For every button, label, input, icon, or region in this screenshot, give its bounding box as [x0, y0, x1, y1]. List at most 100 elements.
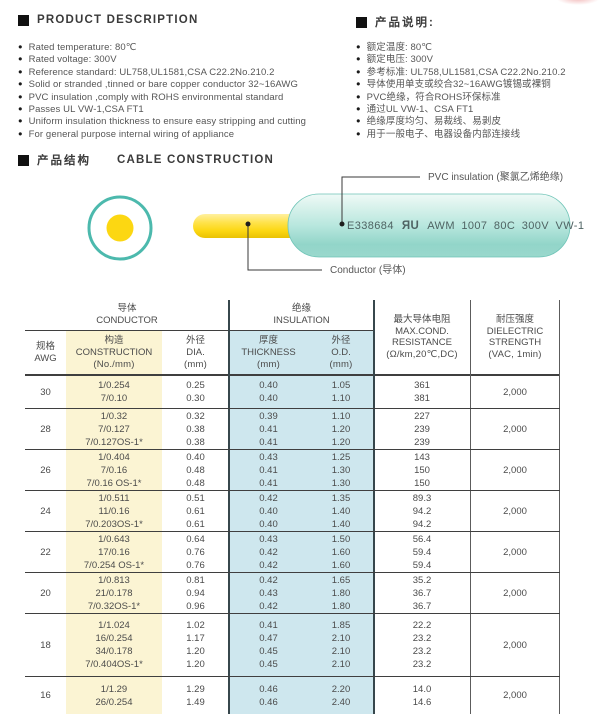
table-row-awg-18: 18 1/1.024 16/0.254 34/0.178 7/0.404OS-1* 1.0… [25, 614, 560, 677]
list-item: For general purpose internal wiring of a… [18, 129, 348, 141]
leader-line [341, 176, 420, 224]
cell-resistance: 143 150 150 [414, 451, 430, 489]
conductor-group-header: 导体 CONDUCTOR [96, 303, 158, 326]
cell-dielectric: 2,000 [503, 505, 527, 517]
cell-dia: 1.02 1.17 1.20 1.20 [186, 620, 205, 670]
cable-construction-header: 产品结构 CABLE CONSTRUCTION [18, 152, 274, 168]
cell-od: 1.05 1.10 [331, 380, 351, 404]
cell-dia: 0.40 0.48 0.48 [186, 451, 205, 489]
cell-dia: 1.29 1.49 [186, 683, 205, 708]
cell-dia: 0.51 0.61 0.61 [186, 492, 205, 530]
cell-awg: 22 [40, 546, 51, 558]
column-header-awg: 规格 AWG [34, 341, 57, 364]
cell-dia: 0.25 0.30 [186, 380, 205, 404]
specification-table: 导体 CONDUCTOR 绝缘 INSULATION 规格 AWG 构造 CONSTRU… [25, 300, 560, 714]
cell-construction: 1/0.404 7/0.16 7/0.16 OS-1* [86, 451, 142, 489]
cell-od: 1.85 2.10 2.10 2.10 [331, 620, 351, 670]
cell-construction: 1/1.29 26/0.254 [95, 683, 133, 708]
cell-resistance: 35.2 36.7 36.7 [412, 574, 432, 612]
cell-resistance: 89.3 94.2 94.2 [412, 492, 432, 530]
insulation-label: PVC insulation (聚氯乙烯绝缘) [428, 170, 563, 183]
table-row-awg-30: 30 1/0.254 7/0.10 0.25 0.30 0.40 0.40 1.05 1.10 3… [25, 376, 560, 409]
cell-awg: 28 [40, 423, 51, 435]
cell-construction: 1/0.643 17/0.16 7/0.254 OS-1* [83, 533, 145, 571]
list-item: 通过UL VW-1、CSA FT1 [356, 104, 601, 116]
list-item: Solid or stranded ,tinned or bare copper… [18, 79, 348, 91]
pvc-insulation-callout: PVC insulation (聚氯乙烯绝缘) [339, 170, 563, 227]
table-row-awg-28: 28 1/0.32 7/0.127 7/0.127OS-1* 0.32 0.38 0.38 0… [25, 409, 560, 450]
table-row-awg-20: 20 1/0.813 21/0.178 7/0.32OS-1* 0.81 0.94 0.96… [25, 573, 560, 614]
table-body: 30 1/0.254 7/0.10 0.25 0.30 0.40 0.40 1.05 1.10 3… [25, 376, 560, 714]
section-title-zh: 产品说明: [375, 17, 435, 29]
grid-vline [228, 300, 230, 714]
cable-diagram: E338684 ЯU AWM 1007 80C 300V VW-1 PVC insu… [87, 170, 584, 276]
construction-title-zh: 产品结构 [37, 155, 91, 167]
list-item: 额定电压: 300V [356, 54, 601, 66]
cell-od: 1.65 1.80 1.80 [331, 574, 351, 612]
cell-dielectric: 2,000 [503, 464, 527, 476]
list-item: PVC绝缘，符合ROHS环保标准 [356, 92, 601, 104]
leader-dot [245, 221, 251, 227]
cell-thickness: 0.40 0.40 [259, 380, 278, 404]
cell-awg: 30 [40, 386, 51, 398]
cell-dielectric: 2,000 [503, 639, 527, 651]
conductor-core [106, 214, 134, 242]
cell-awg: 26 [40, 464, 51, 476]
cable-cross-section [87, 195, 153, 261]
cell-dielectric: 2,000 [503, 546, 527, 558]
cell-resistance: 56.4 59.4 59.4 [412, 533, 432, 571]
cell-resistance: 227 239 239 [414, 410, 430, 448]
cell-thickness: 0.46 0.46 [259, 683, 278, 708]
list-item: Rated voltage: 300V [18, 54, 348, 66]
cell-awg: 24 [40, 505, 51, 517]
table-row-awg-22: 22 1/0.643 17/0.16 7/0.254 OS-1* 0.64 0.76 0.7… [25, 532, 560, 573]
product-description-list-zh: 额定温度: 80℃ 额定电压: 300V 参考标准: UL758,UL1581,… [356, 42, 601, 141]
table-row-awg-24: 24 1/0.511 11/0.16 7/0.203OS-1* 0.51 0.61 0.61… [25, 491, 560, 532]
grid-vline [559, 300, 560, 714]
section-marker-icon [18, 154, 29, 166]
header-bottom-border [25, 374, 560, 376]
construction-column-highlight [66, 331, 162, 714]
list-item: 导体使用单支或绞合32~16AWG镀锡或裸铜 [356, 79, 601, 91]
list-item: Passes UL VW-1,CSA FT1 [18, 104, 348, 116]
product-description-header-en: PRODUCT DESCRIPTION [18, 14, 198, 26]
table-row-awg-16: 16 1/1.29 26/0.254 1.29 1.49 0.46 0.46 2.20 2.40… [25, 677, 560, 714]
cell-od: 2.20 2.40 [331, 683, 351, 708]
ul-recognized-mark-icon: ЯU [402, 220, 419, 232]
cutoff-logo-mark [556, 0, 600, 5]
conductor-label: Conductor (导体) [330, 264, 406, 276]
insulation-column-highlight [229, 331, 374, 714]
list-item: Reference standard: UL758,UL1581,CSA C22… [18, 67, 348, 79]
cell-thickness: 0.41 0.47 0.45 0.45 [259, 620, 278, 670]
cell-construction: 1/0.32 7/0.127 7/0.127OS-1* [85, 410, 143, 448]
cell-dielectric: 2,000 [503, 587, 527, 599]
cell-resistance: 361 381 [414, 380, 430, 404]
insulation-group-header: 绝缘 INSULATION [273, 303, 330, 326]
table-row-awg-26: 26 1/0.404 7/0.16 7/0.16 OS-1* 0.40 0.48 0.48 0… [25, 450, 560, 491]
cell-od: 1.10 1.20 1.20 [331, 410, 351, 448]
construction-title-en: CABLE CONSTRUCTION [117, 154, 275, 166]
section-marker-icon [18, 14, 29, 26]
cell-od: 1.35 1.40 1.40 [331, 492, 351, 530]
section-marker-icon [356, 16, 367, 28]
list-item: 参考标准: UL758,UL1581,CSA C22.2No.210.2 [356, 67, 601, 79]
list-item: PVC insulation ,comply with ROHS environ… [18, 92, 348, 104]
cell-dielectric: 2,000 [503, 386, 527, 398]
insulation-tube [287, 193, 571, 258]
cell-dia: 0.64 0.76 0.76 [186, 533, 205, 571]
cell-od: 1.25 1.30 1.30 [331, 451, 351, 489]
cell-resistance: 14.0 14.6 [412, 683, 432, 708]
group-header-underline [25, 330, 374, 331]
column-header-thickness: 厚度 THICKNESS (mm) [241, 335, 296, 370]
cell-construction: 1/0.511 11/0.16 7/0.203OS-1* [85, 492, 143, 530]
cell-dielectric: 2,000 [503, 423, 527, 435]
list-item: 用于一般电子、电器设备内部连接线 [356, 129, 601, 141]
cell-construction: 1/0.254 7/0.10 [98, 380, 130, 404]
cable-print-text: E338684 ЯU AWM 1007 80C 300V VW-1 [347, 220, 584, 232]
cell-awg: 18 [40, 639, 51, 651]
grid-vline [470, 300, 471, 714]
cell-construction: 1/1.024 16/0.254 34/0.178 7/0.404OS-1* [85, 620, 143, 670]
section-title-en: PRODUCT DESCRIPTION [37, 14, 199, 26]
column-header-construction: 构造 CONSTRUCTION (No./mm) [75, 335, 153, 370]
